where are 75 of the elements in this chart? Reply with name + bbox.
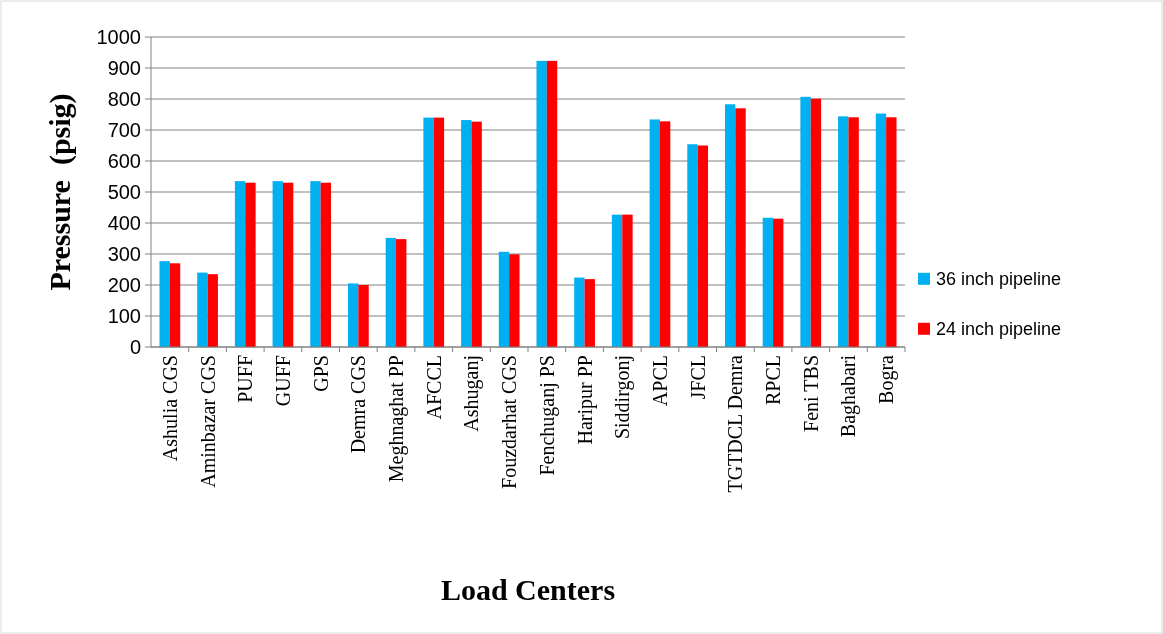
x-tick-label: Feni TBS bbox=[799, 355, 822, 432]
bar bbox=[433, 117, 445, 347]
bar bbox=[724, 104, 736, 347]
bar bbox=[584, 279, 595, 347]
bar bbox=[358, 285, 369, 347]
bar bbox=[838, 116, 849, 347]
x-tick-label: GUFF bbox=[271, 355, 294, 407]
y-tick-label: 500 bbox=[107, 181, 141, 203]
bar bbox=[687, 144, 698, 347]
y-tick-label: 600 bbox=[107, 150, 141, 172]
bar bbox=[546, 60, 558, 347]
y-tick-label: 0 bbox=[129, 336, 141, 358]
bar bbox=[574, 277, 585, 347]
x-tick-label: GPS bbox=[309, 355, 332, 392]
legend-label: 24 inch pipeline bbox=[936, 319, 1062, 340]
x-tick-label: APCL bbox=[648, 355, 671, 407]
bar bbox=[649, 119, 660, 347]
bar bbox=[310, 181, 321, 347]
x-tick-label: Haripur PP bbox=[573, 355, 597, 445]
bar bbox=[272, 181, 283, 347]
bar bbox=[461, 120, 472, 347]
x-tick-label: Demra CGS bbox=[347, 355, 370, 454]
x-tick-label: AFCCL bbox=[422, 355, 445, 420]
y-tick-label: 900 bbox=[107, 57, 141, 79]
bar bbox=[282, 182, 294, 347]
y-axis-title: Pressure (psig) bbox=[43, 93, 77, 291]
x-tick-label: Fenchuganj PS bbox=[535, 355, 559, 476]
x-tick-label: Aminbazar CGS bbox=[196, 355, 219, 488]
y-tick-label: 800 bbox=[107, 88, 141, 110]
bar bbox=[347, 283, 359, 347]
x-axis-title: Load Centers bbox=[440, 573, 616, 606]
y-tick-label: 200 bbox=[107, 274, 141, 296]
x-tick-label: PUFF bbox=[234, 355, 257, 403]
y-tick-label: 100 bbox=[107, 305, 141, 327]
x-tick-label: TGTDCL Demra bbox=[724, 354, 747, 493]
bar bbox=[536, 60, 547, 347]
bar bbox=[320, 182, 332, 347]
bar bbox=[234, 181, 246, 347]
legend-label: 36 inch pipeline bbox=[936, 269, 1062, 290]
bar bbox=[800, 96, 811, 347]
bar bbox=[762, 217, 774, 347]
bar bbox=[735, 108, 746, 347]
x-tick-label: RPCL bbox=[762, 355, 785, 406]
bar bbox=[810, 98, 822, 347]
bar bbox=[875, 113, 887, 347]
y-tick-label: 700 bbox=[107, 119, 141, 141]
x-tick-label: Fouzdarhat CGS bbox=[498, 355, 521, 489]
bar bbox=[245, 182, 256, 347]
y-tick-label: 400 bbox=[107, 212, 141, 234]
bar bbox=[385, 237, 397, 347]
bar bbox=[423, 117, 434, 347]
x-tick-label: Ashulia CGS bbox=[158, 355, 181, 462]
bar bbox=[773, 218, 784, 347]
x-tick-label: Bogra bbox=[875, 354, 899, 404]
x-tick-label: Baghabari bbox=[837, 354, 861, 438]
bar bbox=[659, 121, 671, 347]
x-tick-label: Ashuganj bbox=[460, 355, 484, 432]
bar bbox=[471, 121, 482, 347]
bar bbox=[498, 251, 510, 347]
bar bbox=[396, 239, 407, 347]
bar bbox=[622, 214, 633, 347]
bar bbox=[697, 145, 709, 347]
bar bbox=[197, 272, 208, 347]
y-tick-label: 1000 bbox=[96, 26, 141, 48]
bar bbox=[848, 117, 859, 347]
bar bbox=[886, 117, 897, 347]
x-tick-label: Siddirgonj bbox=[611, 355, 635, 440]
x-tick-label: Meghnaghat PP bbox=[385, 355, 409, 483]
bar bbox=[509, 254, 520, 347]
bar bbox=[159, 261, 170, 347]
bar bbox=[611, 214, 623, 347]
x-tick-label: JFCL bbox=[686, 355, 709, 400]
bar bbox=[169, 263, 181, 347]
bar bbox=[207, 274, 218, 347]
y-tick-label: 300 bbox=[107, 243, 141, 265]
